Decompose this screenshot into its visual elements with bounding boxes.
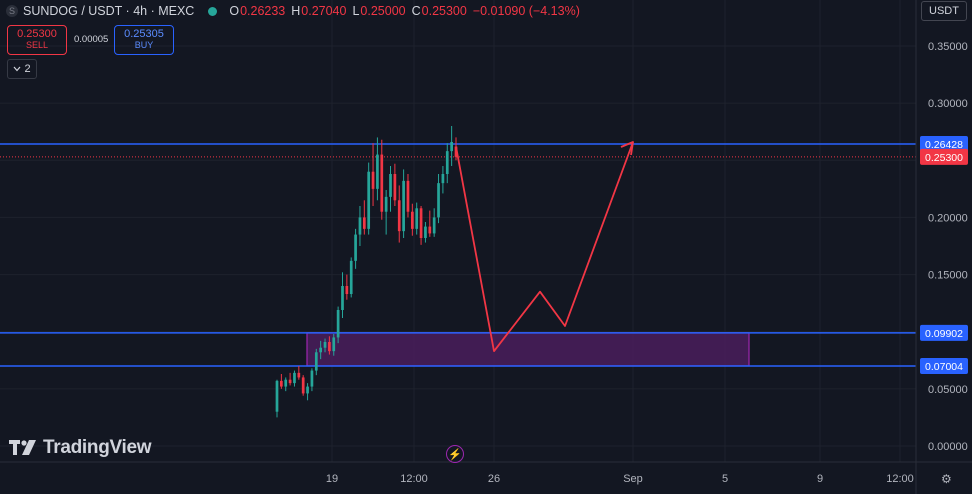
y-tick-label: 0.30000: [928, 98, 968, 110]
candle-body: [454, 146, 458, 157]
candle-body: [415, 208, 419, 229]
y-tick-label: 0.20000: [928, 212, 968, 224]
sell-price: 0.25300: [17, 28, 57, 40]
candle-body: [332, 337, 336, 352]
price-level-label: 0.07004: [925, 361, 963, 373]
candle-body: [362, 217, 366, 229]
candle-body: [345, 286, 349, 294]
candle-body: [441, 174, 445, 184]
candle-body: [310, 370, 314, 387]
currency-selector[interactable]: USDT: [921, 1, 967, 21]
candle-body: [406, 180, 410, 212]
ohlc-close-key: C: [411, 4, 421, 18]
candle-body: [445, 151, 449, 174]
candle-body: [354, 234, 357, 261]
candle-body: [306, 386, 309, 394]
sell-label: SELL: [25, 40, 49, 50]
y-tick-label: 0.15000: [928, 270, 968, 282]
x-tick-label: Sep: [623, 473, 643, 485]
candle-body: [349, 260, 353, 294]
demand-zone: [306, 332, 750, 367]
candle-body: [410, 211, 414, 229]
candle-body: [419, 208, 423, 238]
indicator-legend-toggle[interactable]: 2: [7, 59, 37, 79]
projection-arrowhead: [620, 141, 634, 156]
candle-body: [280, 380, 283, 387]
candle-body: [319, 347, 323, 353]
ohlc-close-value: 0.25300: [421, 4, 467, 18]
candle-body: [397, 200, 401, 232]
flash-icon[interactable]: ⚡: [446, 445, 464, 463]
candle-body: [293, 372, 296, 384]
candle-body: [437, 183, 440, 218]
candle-body: [275, 380, 279, 412]
y-tick-label: 0.00000: [928, 441, 968, 453]
x-tick-label: 5: [722, 473, 728, 485]
x-tick-label: 12:00: [886, 473, 914, 485]
symbol-header[interactable]: S SUNDOG / USDT · 4h · MEXC O 0.26233 H 0.…: [6, 3, 586, 19]
candle-body: [336, 310, 340, 338]
candle-body: [341, 286, 344, 310]
candle-body: [314, 352, 318, 371]
candle-body: [393, 174, 397, 201]
candle-body: [284, 379, 288, 387]
y-tick-label: 0.05000: [928, 384, 968, 396]
buy-button[interactable]: 0.25305 BUY: [114, 25, 174, 55]
symbol-title[interactable]: SUNDOG / USDT · 4h · MEXC: [23, 4, 195, 18]
ohlc-high-key: H: [291, 4, 301, 18]
y-tick-label: 0.35000: [928, 41, 968, 53]
price-level-tag: [920, 324, 968, 341]
candle-body: [323, 342, 327, 348]
candle-body: [450, 142, 453, 152]
buy-price: 0.25305: [124, 28, 164, 40]
candle-body: [367, 171, 371, 229]
x-tick-label: 9: [817, 473, 823, 485]
tradingview-logo-text: TradingView: [43, 437, 152, 458]
price-level-tag: [920, 357, 968, 374]
candle-body: [389, 174, 392, 197]
spread-value: 0.00005: [74, 34, 109, 45]
gear-icon[interactable]: ⚙: [941, 472, 952, 486]
candle-body: [328, 342, 331, 352]
ohlc-low-value: 0.25000: [360, 4, 406, 18]
indicator-count: 2: [24, 63, 31, 75]
price-level-tag: [920, 135, 968, 152]
buy-label: BUY: [134, 40, 154, 50]
x-tick-label: 19: [326, 473, 338, 485]
candle-body: [384, 196, 388, 212]
ohlc-high-value: 0.27040: [301, 4, 347, 18]
candle-body: [371, 171, 375, 189]
price-level-label: 0.26428: [925, 139, 963, 151]
market-status-dot: [208, 6, 218, 16]
last-price-tag: [920, 148, 968, 165]
x-tick-label: 12:00: [400, 473, 428, 485]
candle-body: [288, 379, 292, 384]
tradingview-logo[interactable]: TradingView: [9, 437, 152, 459]
price-level-label: 0.09902: [925, 328, 963, 340]
candle-body: [301, 377, 305, 394]
projection-path: [455, 141, 634, 353]
candle-body: [380, 154, 384, 212]
tradingview-logo-icon: [9, 440, 36, 455]
last-price-label: 0.25300: [925, 152, 963, 164]
sell-button[interactable]: 0.25300 SELL: [7, 25, 67, 55]
ohlc-low-key: L: [352, 4, 360, 18]
symbol-logo-icon: S: [6, 5, 18, 17]
x-tick-label: 26: [488, 473, 500, 485]
candle-body: [297, 372, 301, 378]
candle-body: [376, 154, 379, 189]
candle-body: [424, 226, 427, 238]
price-change: −0.01090 (−4.13%): [472, 4, 580, 18]
candle-body: [428, 226, 432, 234]
chevron-down-icon: [13, 66, 21, 72]
candle-body: [432, 217, 436, 234]
ohlc-open-key: O: [229, 4, 240, 18]
ohlc-open-value: 0.26233: [240, 4, 286, 18]
candle-body: [358, 217, 362, 235]
candle-body: [402, 180, 405, 232]
